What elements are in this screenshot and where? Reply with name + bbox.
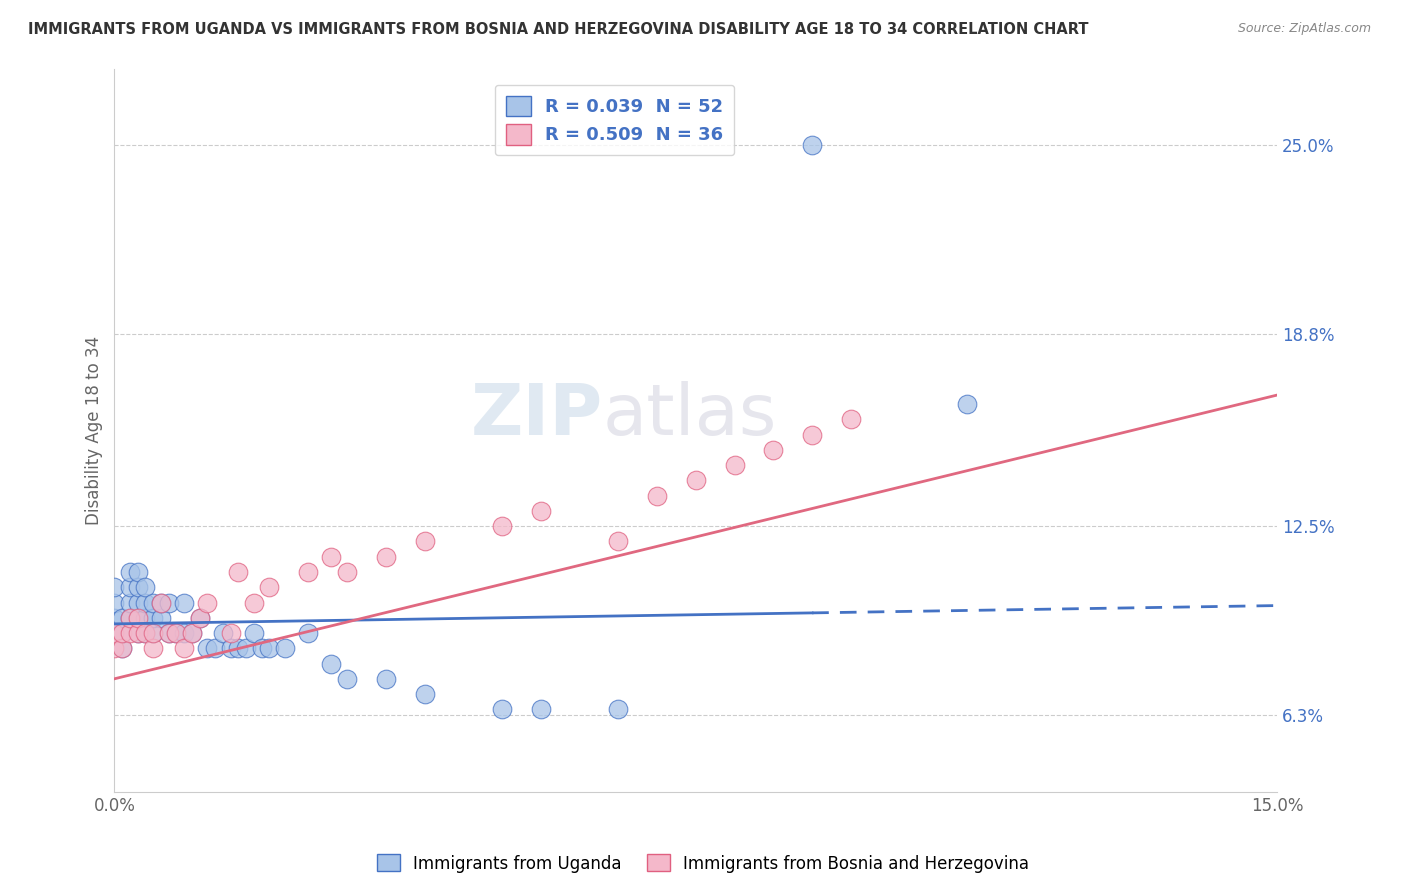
Point [297,626,319,640]
Point [111,626,134,640]
Point [142,641,165,656]
Point [173,641,195,656]
Point [127,626,149,640]
Point [118,611,141,625]
Point [219,626,242,640]
Point [243,595,266,609]
Point [801,427,824,442]
Point [321,549,343,564]
Point [111,641,134,656]
Point [134,595,156,609]
Point [149,611,172,625]
Point [956,397,979,411]
Point [228,565,250,579]
Point [103,611,125,625]
Point [157,626,180,640]
Point [127,595,149,609]
Point [134,626,156,640]
Point [149,595,172,609]
Point [127,580,149,594]
Point [607,702,630,716]
Point [321,657,343,671]
Legend: Immigrants from Uganda, Immigrants from Bosnia and Herzegovina: Immigrants from Uganda, Immigrants from … [370,847,1036,880]
Point [188,611,211,625]
Point [243,626,266,640]
Point [157,626,180,640]
Point [165,626,187,640]
Point [235,641,257,656]
Point [530,702,553,716]
Point [165,626,187,640]
Point [134,611,156,625]
Point [413,534,436,549]
Point [645,489,668,503]
Text: Source: ZipAtlas.com: Source: ZipAtlas.com [1237,22,1371,36]
Point [297,565,319,579]
Point [181,626,204,640]
Point [127,565,149,579]
Point [118,611,141,625]
Point [142,626,165,640]
Point [336,672,359,686]
Point [723,458,745,473]
Point [111,626,134,640]
Point [103,641,125,656]
Point [607,534,630,549]
Point [103,595,125,609]
Point [111,611,134,625]
Point [274,641,297,656]
Point [103,626,125,640]
Point [374,672,396,686]
Point [197,641,219,656]
Point [374,549,396,564]
Y-axis label: Disability Age 18 to 34: Disability Age 18 to 34 [86,335,103,524]
Point [134,580,156,594]
Point [118,580,141,594]
Point [762,442,785,457]
Point [134,626,156,640]
Point [336,565,359,579]
Point [250,641,273,656]
Point [111,641,134,656]
Point [181,626,204,640]
Point [491,702,513,716]
Text: IMMIGRANTS FROM UGANDA VS IMMIGRANTS FROM BOSNIA AND HERZEGOVINA DISABILITY AGE : IMMIGRANTS FROM UGANDA VS IMMIGRANTS FRO… [28,22,1088,37]
Point [491,519,513,533]
Point [685,474,707,488]
Point [118,626,141,640]
Point [173,626,195,640]
Text: ZIP: ZIP [471,381,603,450]
Point [142,595,165,609]
Point [173,595,195,609]
Point [118,565,141,579]
Point [212,626,235,640]
Point [188,611,211,625]
Legend: R = 0.039  N = 52, R = 0.509  N = 36: R = 0.039 N = 52, R = 0.509 N = 36 [495,85,734,155]
Point [127,611,149,625]
Point [127,626,149,640]
Point [219,641,242,656]
Point [103,580,125,594]
Point [228,641,250,656]
Point [204,641,226,656]
Point [157,595,180,609]
Point [127,611,149,625]
Text: atlas: atlas [603,381,778,450]
Point [142,611,165,625]
Point [197,595,219,609]
Point [149,595,172,609]
Point [142,626,165,640]
Point [839,412,862,426]
Point [801,137,824,152]
Point [259,641,281,656]
Point [118,595,141,609]
Point [103,626,125,640]
Point [259,580,281,594]
Point [530,504,553,518]
Point [413,687,436,701]
